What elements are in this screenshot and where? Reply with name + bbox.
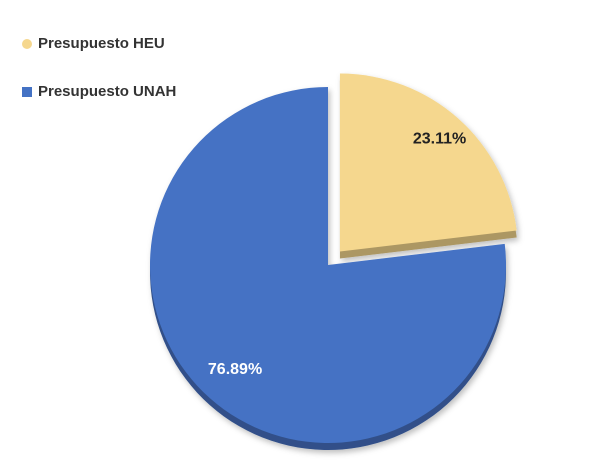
data-label: 23.11% (413, 131, 466, 148)
legend-marker (22, 39, 32, 49)
labels: 23.11% 76.89% (208, 131, 466, 378)
legend: Presupuesto HEU Presupuesto UNAH (22, 35, 176, 100)
pie (150, 73, 517, 450)
slice (339, 73, 517, 252)
data-label: 76.89% (208, 361, 262, 378)
legend-label: Presupuesto UNAH (38, 83, 176, 100)
slice (150, 87, 506, 443)
legend-marker (22, 87, 32, 97)
legend-label: Presupuesto HEU (38, 35, 165, 52)
